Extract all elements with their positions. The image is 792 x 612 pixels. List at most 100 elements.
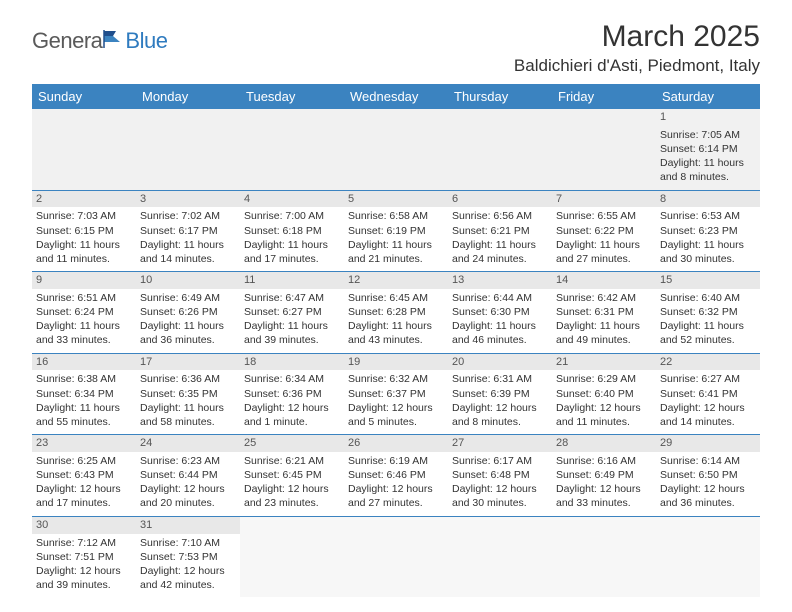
day-number: 25	[240, 435, 344, 452]
sunrise-text: Sunrise: 6:27 AM	[660, 372, 756, 386]
daylight-text: Daylight: 11 hours and 33 minutes.	[36, 319, 132, 347]
calendar-cell: 17Sunrise: 6:36 AMSunset: 6:35 PMDayligh…	[136, 353, 240, 435]
sunrise-text: Sunrise: 6:29 AM	[556, 372, 652, 386]
day-number: 29	[656, 435, 760, 452]
sunrise-text: Sunrise: 6:47 AM	[244, 291, 340, 305]
calendar-table: Sunday Monday Tuesday Wednesday Thursday…	[32, 84, 760, 597]
day-number: 5	[344, 191, 448, 208]
sunrise-text: Sunrise: 6:14 AM	[660, 454, 756, 468]
sunset-text: Sunset: 6:46 PM	[348, 468, 444, 482]
sunrise-text: Sunrise: 7:12 AM	[36, 536, 132, 550]
daylight-text: Daylight: 12 hours and 1 minute.	[244, 401, 340, 429]
sunrise-text: Sunrise: 6:21 AM	[244, 454, 340, 468]
calendar-cell	[552, 109, 656, 190]
page-title: March 2025	[514, 20, 760, 54]
sunset-text: Sunset: 7:53 PM	[140, 550, 236, 564]
sunset-text: Sunset: 6:19 PM	[348, 224, 444, 238]
sunrise-text: Sunrise: 6:23 AM	[140, 454, 236, 468]
daylight-text: Daylight: 11 hours and 17 minutes.	[244, 238, 340, 266]
daylight-text: Daylight: 11 hours and 58 minutes.	[140, 401, 236, 429]
sunset-text: Sunset: 6:18 PM	[244, 224, 340, 238]
calendar-cell: 24Sunrise: 6:23 AMSunset: 6:44 PMDayligh…	[136, 435, 240, 517]
day-number: 7	[552, 191, 656, 208]
day-number: 31	[136, 517, 240, 534]
sunrise-text: Sunrise: 6:42 AM	[556, 291, 652, 305]
daylight-text: Daylight: 12 hours and 36 minutes.	[660, 482, 756, 510]
daylight-text: Daylight: 11 hours and 27 minutes.	[556, 238, 652, 266]
day-number: 23	[32, 435, 136, 452]
calendar-cell: 11Sunrise: 6:47 AMSunset: 6:27 PMDayligh…	[240, 272, 344, 354]
sunset-text: Sunset: 6:50 PM	[660, 468, 756, 482]
sunset-text: Sunset: 6:34 PM	[36, 387, 132, 401]
day-number: 10	[136, 272, 240, 289]
calendar-cell: 2Sunrise: 7:03 AMSunset: 6:15 PMDaylight…	[32, 190, 136, 272]
calendar-cell: 8Sunrise: 6:53 AMSunset: 6:23 PMDaylight…	[656, 190, 760, 272]
calendar-cell: 27Sunrise: 6:17 AMSunset: 6:48 PMDayligh…	[448, 435, 552, 517]
sunrise-text: Sunrise: 7:05 AM	[660, 128, 756, 142]
calendar-cell: 16Sunrise: 6:38 AMSunset: 6:34 PMDayligh…	[32, 353, 136, 435]
day-number: 11	[240, 272, 344, 289]
sunrise-text: Sunrise: 7:02 AM	[140, 209, 236, 223]
day-number: 26	[344, 435, 448, 452]
sunset-text: Sunset: 6:37 PM	[348, 387, 444, 401]
sunrise-text: Sunrise: 7:10 AM	[140, 536, 236, 550]
daylight-text: Daylight: 12 hours and 5 minutes.	[348, 401, 444, 429]
daylight-text: Daylight: 11 hours and 21 minutes.	[348, 238, 444, 266]
day-number: 9	[32, 272, 136, 289]
calendar-row: 1Sunrise: 7:05 AMSunset: 6:14 PMDaylight…	[32, 109, 760, 190]
calendar-cell: 5Sunrise: 6:58 AMSunset: 6:19 PMDaylight…	[344, 190, 448, 272]
sunset-text: Sunset: 6:31 PM	[556, 305, 652, 319]
calendar-cell: 19Sunrise: 6:32 AMSunset: 6:37 PMDayligh…	[344, 353, 448, 435]
sunrise-text: Sunrise: 6:40 AM	[660, 291, 756, 305]
sunset-text: Sunset: 6:44 PM	[140, 468, 236, 482]
daylight-text: Daylight: 11 hours and 14 minutes.	[140, 238, 236, 266]
calendar-cell: 1Sunrise: 7:05 AMSunset: 6:14 PMDaylight…	[656, 109, 760, 190]
daylight-text: Daylight: 11 hours and 43 minutes.	[348, 319, 444, 347]
daylight-text: Daylight: 12 hours and 17 minutes.	[36, 482, 132, 510]
calendar-cell	[240, 109, 344, 190]
day-number: 8	[656, 191, 760, 208]
day-number: 13	[448, 272, 552, 289]
calendar-cell	[656, 516, 760, 597]
calendar-row: 30Sunrise: 7:12 AMSunset: 7:51 PMDayligh…	[32, 516, 760, 597]
sunrise-text: Sunrise: 6:56 AM	[452, 209, 548, 223]
sunrise-text: Sunrise: 6:38 AM	[36, 372, 132, 386]
daylight-text: Daylight: 12 hours and 39 minutes.	[36, 564, 132, 592]
daylight-text: Daylight: 12 hours and 20 minutes.	[140, 482, 236, 510]
logo: Genera Blue	[32, 28, 167, 54]
sunset-text: Sunset: 6:24 PM	[36, 305, 132, 319]
calendar-cell: 9Sunrise: 6:51 AMSunset: 6:24 PMDaylight…	[32, 272, 136, 354]
title-block: March 2025 Baldichieri d'Asti, Piedmont,…	[514, 20, 760, 76]
daylight-text: Daylight: 12 hours and 33 minutes.	[556, 482, 652, 510]
calendar-cell: 21Sunrise: 6:29 AMSunset: 6:40 PMDayligh…	[552, 353, 656, 435]
sunset-text: Sunset: 6:35 PM	[140, 387, 236, 401]
calendar-cell	[240, 516, 344, 597]
day-number: 18	[240, 354, 344, 371]
sunrise-text: Sunrise: 7:00 AM	[244, 209, 340, 223]
daylight-text: Daylight: 12 hours and 11 minutes.	[556, 401, 652, 429]
sunset-text: Sunset: 6:49 PM	[556, 468, 652, 482]
calendar-cell: 3Sunrise: 7:02 AMSunset: 6:17 PMDaylight…	[136, 190, 240, 272]
weekday-header: Sunday	[32, 84, 136, 109]
calendar-cell: 30Sunrise: 7:12 AMSunset: 7:51 PMDayligh…	[32, 516, 136, 597]
sunset-text: Sunset: 6:36 PM	[244, 387, 340, 401]
sunrise-text: Sunrise: 6:49 AM	[140, 291, 236, 305]
calendar-cell: 10Sunrise: 6:49 AMSunset: 6:26 PMDayligh…	[136, 272, 240, 354]
sunrise-text: Sunrise: 6:55 AM	[556, 209, 652, 223]
day-number: 1	[656, 109, 760, 126]
sunset-text: Sunset: 6:22 PM	[556, 224, 652, 238]
sunrise-text: Sunrise: 6:44 AM	[452, 291, 548, 305]
calendar-cell: 14Sunrise: 6:42 AMSunset: 6:31 PMDayligh…	[552, 272, 656, 354]
sunset-text: Sunset: 6:48 PM	[452, 468, 548, 482]
calendar-cell	[344, 516, 448, 597]
logo-text-general: Genera	[32, 28, 102, 54]
day-number: 4	[240, 191, 344, 208]
day-number: 21	[552, 354, 656, 371]
calendar-row: 2Sunrise: 7:03 AMSunset: 6:15 PMDaylight…	[32, 190, 760, 272]
calendar-cell	[448, 109, 552, 190]
sunset-text: Sunset: 6:32 PM	[660, 305, 756, 319]
sunset-text: Sunset: 6:26 PM	[140, 305, 236, 319]
daylight-text: Daylight: 12 hours and 8 minutes.	[452, 401, 548, 429]
weekday-header-row: Sunday Monday Tuesday Wednesday Thursday…	[32, 84, 760, 109]
day-number: 3	[136, 191, 240, 208]
